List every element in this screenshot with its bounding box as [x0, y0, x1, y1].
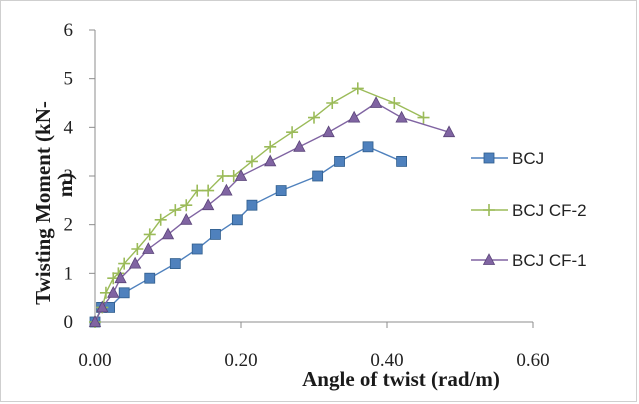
data-point-plus — [308, 111, 320, 124]
data-point-triangle — [264, 154, 277, 167]
data-point-triangle — [142, 242, 155, 254]
data-point-triangle — [234, 169, 248, 181]
series-line — [94, 102, 450, 323]
data-point-plus — [286, 126, 299, 139]
data-point-plus — [483, 204, 495, 216]
y-tick-label: 5 — [64, 69, 74, 90]
legend-label: BCJ CF-1 — [512, 251, 587, 270]
data-point-square — [144, 272, 156, 284]
legend: BCJ BCJ CF-2 BCJ CF-1 — [471, 149, 587, 270]
x-tick-label: 0.40 — [370, 350, 403, 371]
x-axis-title: Angle of twist (rad/m) — [302, 367, 500, 391]
series-bcj-cf-2 — [89, 82, 430, 328]
data-point-square — [275, 185, 287, 197]
data-point-square — [191, 243, 203, 255]
y-tick-label: 0 — [64, 312, 74, 333]
data-point-triangle — [114, 271, 127, 284]
data-point-triangle — [128, 256, 142, 269]
data-point-triangle — [180, 212, 193, 225]
data-point-plus — [245, 155, 258, 168]
data-point-triangle — [442, 125, 456, 138]
series-layer — [88, 82, 456, 328]
data-point-square — [169, 258, 181, 270]
series-bcj-cf-1 — [88, 96, 456, 327]
x-tick-label: 0.20 — [224, 350, 257, 371]
data-point-triangle — [482, 253, 496, 265]
data-point-triangle — [96, 300, 109, 313]
y-axis-title-line-2: m) — [53, 173, 77, 198]
y-tick-label: 4 — [64, 117, 74, 138]
data-point-square — [210, 228, 221, 240]
data-point-plus — [202, 184, 215, 197]
data-point-square — [231, 214, 243, 226]
data-point-triangle — [395, 110, 408, 123]
data-point-triangle — [88, 315, 102, 327]
series-bcj — [89, 141, 408, 328]
data-point-plus — [169, 204, 182, 217]
data-point-plus — [143, 228, 156, 241]
series-line — [94, 87, 424, 323]
y-tick-label: 6 — [64, 20, 74, 41]
data-point-triangle — [293, 139, 306, 152]
data-point-plus — [216, 170, 229, 182]
x-tick-label: 0.60 — [516, 350, 549, 371]
data-point-triangle — [220, 183, 233, 196]
y-tick-label: 1 — [64, 263, 74, 284]
data-point-plus — [264, 140, 277, 153]
y-tick-label: 3 — [64, 166, 74, 187]
data-point-square — [483, 152, 495, 164]
y-tick-label: 2 — [64, 215, 74, 236]
data-point-square — [334, 155, 345, 167]
data-point-triangle — [161, 227, 175, 240]
x-tick-label: 0.00 — [78, 350, 111, 371]
data-point-triangle — [322, 125, 335, 138]
legend-item-bcj-cf-1: BCJ CF-1 — [471, 251, 587, 270]
data-point-square — [312, 170, 324, 182]
data-point-square — [118, 287, 130, 299]
data-point-triangle — [347, 110, 361, 123]
data-point-triangle — [201, 198, 215, 211]
data-point-plus — [417, 111, 430, 124]
legend-item-bcj: BCJ — [471, 149, 544, 168]
data-point-plus — [388, 97, 401, 109]
y-axis-title: Twisting Moment (kN- m) — [31, 101, 77, 305]
legend-label: BCJ — [512, 149, 544, 168]
data-point-plus — [118, 257, 131, 270]
legend-label: BCJ CF-2 — [512, 201, 587, 220]
chart-axes: 0 1 2 3 4 5 6 0.00 0.20 0.40 0.60 — [64, 20, 550, 371]
data-point-plus — [191, 184, 204, 197]
data-point-triangle — [369, 96, 383, 108]
data-point-plus — [326, 97, 339, 109]
data-point-plus — [154, 213, 167, 226]
data-point-square — [362, 141, 374, 153]
data-point-square — [396, 155, 408, 167]
data-point-square — [246, 199, 258, 211]
legend-item-bcj-cf-2: BCJ CF-2 — [471, 201, 587, 220]
data-point-plus — [131, 243, 144, 255]
data-point-triangle — [107, 285, 120, 298]
y-axis-title-line-1: Twisting Moment (kN- — [31, 101, 55, 305]
data-point-plus — [180, 199, 193, 212]
data-point-plus — [351, 82, 364, 95]
